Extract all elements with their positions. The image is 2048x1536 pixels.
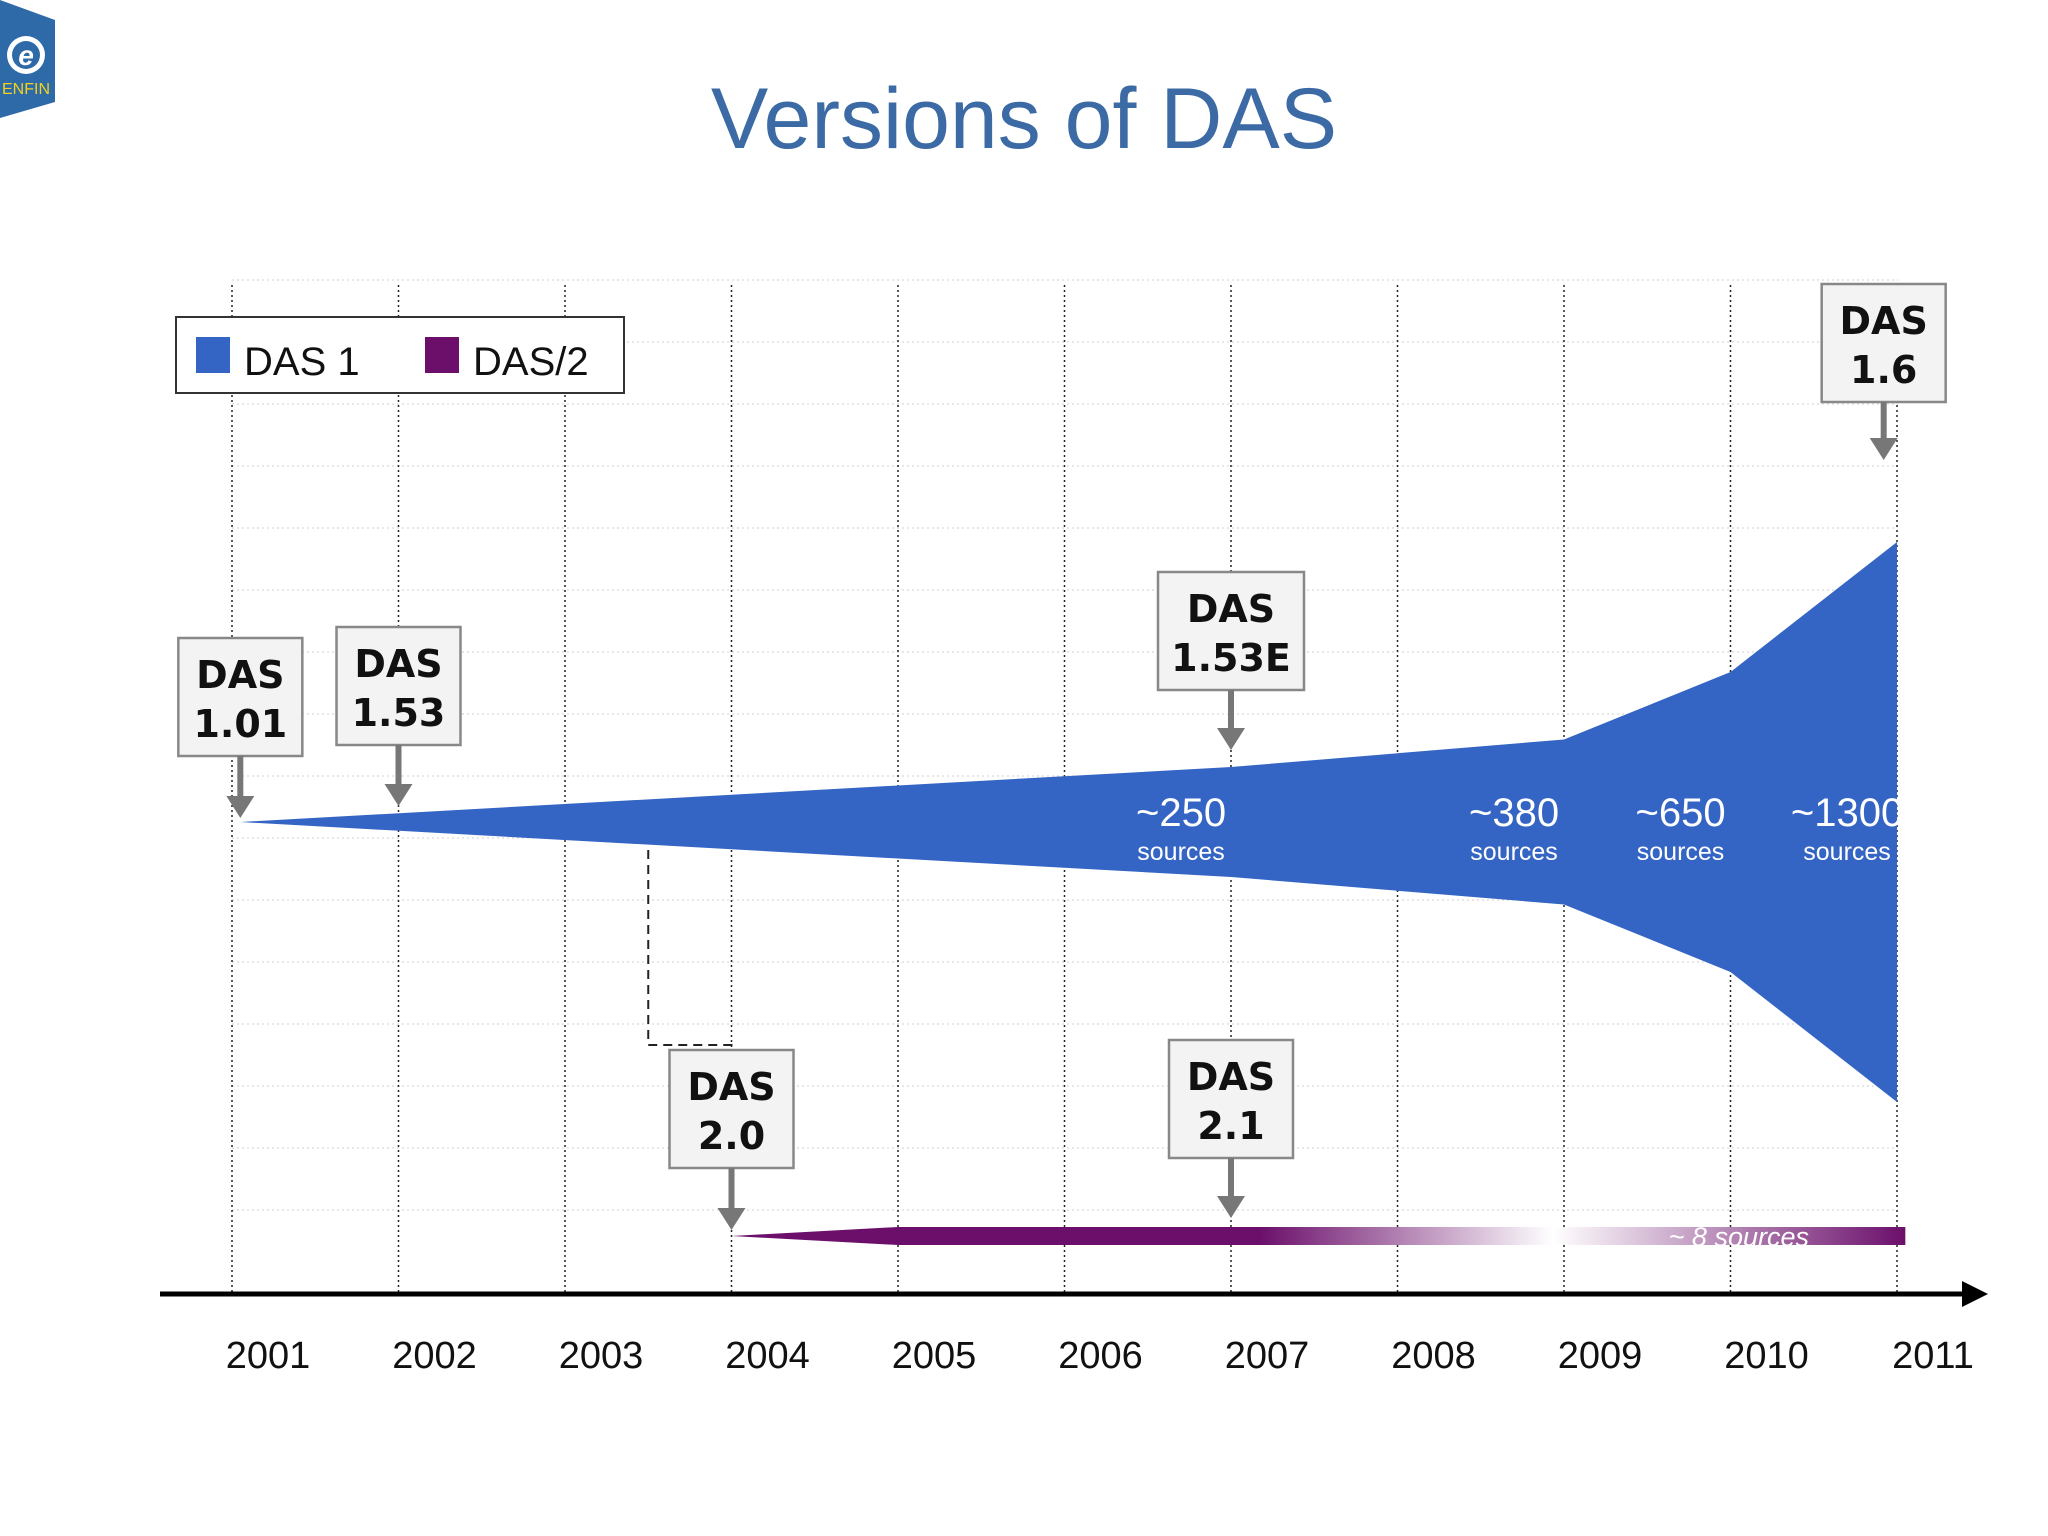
version-number: 1.53E (1171, 636, 1291, 680)
das2-source-count: ~ 8 sources (1669, 1222, 1809, 1252)
legend-label-das2: DAS/2 (473, 340, 589, 384)
logo-letter: e (18, 40, 34, 71)
version-arrow-head (1869, 438, 1898, 460)
year-label: 2008 (1391, 1335, 1476, 1377)
version-number: 1.53 (352, 691, 446, 735)
version-arrow-head (1217, 728, 1245, 750)
year-label: 2010 (1724, 1335, 1809, 1377)
version-box (177, 636, 304, 758)
das1-band (240, 542, 1898, 1102)
version-number: 2.1 (1197, 1104, 1264, 1148)
year-label: 2009 (1558, 1335, 1643, 1377)
version-name: DAS (1187, 587, 1275, 631)
das2-band (731, 1227, 1906, 1245)
version-arrow-head (384, 784, 413, 806)
source-count-value: ~250 (1136, 791, 1226, 835)
version-name: DAS (354, 642, 442, 686)
legend: DAS 1 DAS/2 (175, 316, 625, 394)
legend-label-das1: DAS 1 (244, 340, 360, 384)
version-name: DAS (196, 653, 284, 697)
source-count-unit: sources (1803, 838, 1891, 866)
time-axis (160, 1281, 1988, 1307)
das2-branch-connector (647, 850, 733, 1060)
version-callouts: DAS 1.01 DAS 1.53 DAS 1.53E DAS 1.6 DAS 2.0 DAS 2.1 (177, 282, 1947, 1230)
year-label: 2007 (1225, 1335, 1310, 1377)
legend-swatch-das1 (196, 337, 230, 373)
year-label: 2006 (1058, 1335, 1143, 1377)
version-arrow-head (226, 796, 255, 818)
version-arrow-head (1217, 1196, 1245, 1218)
source-count-unit: sources (1137, 838, 1225, 866)
version-number: 2.0 (698, 1114, 765, 1158)
logo-text: ENFIN (2, 81, 50, 98)
source-count-value: ~380 (1469, 791, 1559, 835)
version-bands (240, 542, 1906, 1245)
version-name: DAS (687, 1065, 775, 1109)
legend-swatch-das2 (425, 337, 459, 373)
year-label: 2011 (1892, 1335, 1974, 1377)
version-name: DAS (1187, 1055, 1275, 1099)
year-label: 2005 (892, 1335, 977, 1377)
source-count-unit: sources (1637, 838, 1725, 866)
page-title: Versions of DAS (710, 71, 1338, 167)
version-arrow-head (717, 1208, 746, 1230)
enfin-logo: e ENFIN (0, 0, 55, 118)
year-label: 2001 (226, 1335, 311, 1377)
year-label: 2003 (559, 1335, 644, 1377)
version-box (1156, 570, 1306, 692)
version-box (1820, 282, 1947, 404)
source-count-unit: sources (1470, 838, 1558, 866)
version-box (335, 625, 462, 747)
version-number: 1.01 (193, 702, 287, 746)
time-axis-arrow (1962, 1281, 1988, 1307)
source-count-value: ~650 (1635, 791, 1725, 835)
version-name: DAS (1840, 299, 1928, 343)
source-count-value: ~1300 (1791, 791, 1903, 835)
version-number: 1.6 (1850, 348, 1917, 392)
year-label: 2004 (725, 1335, 810, 1377)
legend-box (175, 316, 625, 394)
year-tick-labels: 2001 2002 2003 2004 2005 2006 2007 2008 2009 2010… (226, 1335, 1974, 1377)
band-labels: ~250 sources ~380 sources ~650 sources ~1300 so… (1136, 791, 1903, 1252)
year-label: 2002 (392, 1335, 477, 1377)
